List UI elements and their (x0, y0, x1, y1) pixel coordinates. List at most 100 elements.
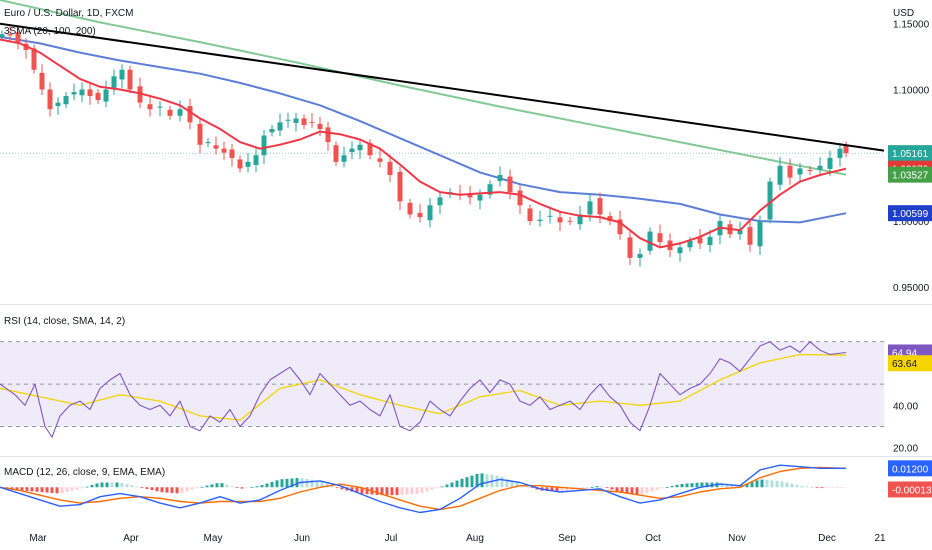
candle-body (417, 212, 423, 218)
macd-histogram-bar (510, 480, 514, 488)
macd-histogram-bar (320, 481, 324, 488)
candle-body (177, 109, 183, 116)
macd-histogram-bar (85, 486, 89, 488)
macd-histogram-bar (660, 487, 664, 489)
macd-histogram-bar (105, 482, 109, 488)
candle-body (127, 69, 133, 90)
macd-histogram-bar (25, 487, 29, 491)
candle-body (317, 123, 323, 129)
macd-histogram-bar (395, 487, 399, 496)
macd-histogram-bar (20, 487, 24, 491)
sma-200-badge-text: 1.03527 (892, 171, 929, 182)
time-axis-tick: Mar (29, 533, 47, 544)
rsi-sma-line (0, 353, 847, 421)
rsi-value-badge-text: 64.94 (892, 348, 917, 359)
macd-histogram-bar (720, 482, 724, 488)
macd-histogram-bar (30, 487, 34, 492)
candle-body (637, 253, 643, 258)
macd-histogram-bar (805, 486, 809, 488)
macd-histogram-bar (560, 487, 564, 492)
macd-histogram-bar (415, 487, 419, 494)
macd-histogram-bar (685, 483, 689, 488)
macd-histogram-bar (825, 487, 829, 489)
macd-histogram-bar (545, 487, 549, 491)
trendline (0, 22, 885, 152)
macd-histogram-bar (625, 487, 629, 494)
candle-body (797, 168, 803, 175)
candle-body (737, 230, 743, 235)
candle-body (285, 119, 291, 121)
macd-histogram-bar (145, 487, 149, 489)
macd-histogram-bar (205, 485, 209, 488)
macd-histogram-bar (640, 487, 644, 495)
candle-body (357, 144, 363, 151)
macd-histogram-bar (780, 481, 784, 488)
macd-histogram-bar (485, 474, 489, 488)
macd-histogram-bar (330, 485, 334, 488)
macd-histogram-bar (195, 487, 199, 489)
candle-body (87, 89, 93, 97)
macd-histogram-bar (260, 485, 264, 488)
macd-histogram-bar (835, 487, 839, 489)
macd-histogram-bar (115, 482, 119, 488)
macd-histogram-bar (355, 487, 359, 493)
macd-histogram-bar (125, 484, 129, 488)
macd-histogram-bar (750, 481, 754, 488)
candle-body (767, 181, 773, 220)
sma-20-line (0, 38, 847, 249)
macd-histogram-bar (775, 480, 779, 488)
macd-histogram-bar (730, 484, 734, 488)
macd-histogram-bar (130, 485, 134, 488)
candle-body (63, 96, 69, 105)
macd-histogram-bar (80, 487, 84, 489)
candle-body (527, 208, 533, 222)
macd-histogram-bar (615, 487, 619, 492)
macd-histogram-bar (465, 477, 469, 488)
candle-body (617, 219, 623, 235)
candle-body (657, 233, 663, 243)
macd-histogram-bar (595, 486, 599, 488)
time-axis-tick: Dec (818, 533, 836, 544)
macd-histogram-bar (160, 487, 164, 493)
candle-body (261, 135, 267, 156)
candle-body (607, 216, 613, 222)
sma-100-badge-bg (888, 205, 932, 222)
candle-body (95, 92, 101, 100)
macd-histogram-bar (635, 487, 639, 495)
candle-body (157, 106, 163, 108)
macd-histogram-bar (475, 474, 479, 488)
macd-histogram-bar (830, 487, 834, 489)
candle-body (167, 109, 173, 116)
macd-histogram-bar (135, 486, 139, 488)
macd-histogram-bar (815, 487, 819, 489)
time-axis-tick: Jun (294, 533, 310, 544)
macd-histogram-bar (600, 486, 604, 488)
candle-body (253, 155, 259, 165)
macd-histogram-bar (45, 487, 49, 493)
macd-histogram-bar (95, 483, 99, 488)
candle-body (557, 217, 563, 223)
rsi-line (0, 341, 847, 438)
candle-body (187, 106, 193, 123)
rsi-y-tick: 40.00 (893, 401, 918, 412)
candle-body (349, 148, 355, 153)
macd-histogram-bar (735, 485, 739, 488)
time-axis-tick: Apr (123, 533, 139, 544)
candle-body (47, 89, 53, 110)
macd-histogram-bar (360, 487, 364, 494)
macd-histogram-badge-text: -0.00013 (892, 485, 932, 496)
macd-histogram-bar (220, 483, 224, 488)
macd-histogram-bar (620, 487, 624, 493)
macd-histogram-bar (305, 478, 309, 488)
time-axis-tick: Oct (645, 533, 661, 544)
rsi-y-tick: 20.00 (893, 444, 918, 455)
time-axis-tick: May (204, 533, 223, 544)
macd-histogram-bar (35, 487, 39, 492)
macd-value-badge-bg (888, 460, 932, 477)
macd-histogram-bar (670, 486, 674, 488)
candle-body (437, 197, 443, 206)
price-y-tick: 0.95000 (893, 283, 930, 294)
candle-body (269, 128, 275, 133)
